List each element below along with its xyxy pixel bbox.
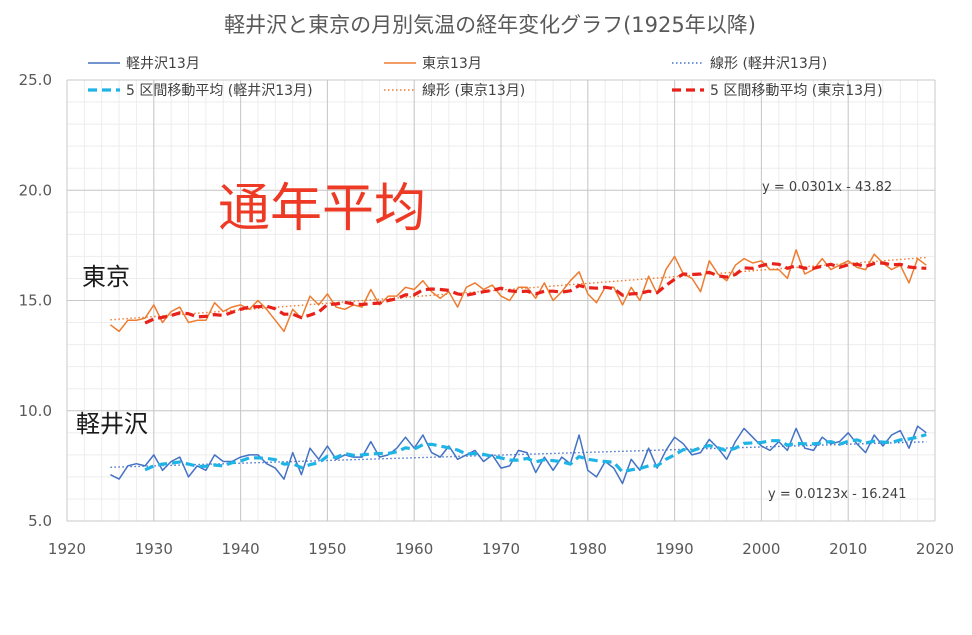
x-tick-label: 1970 (482, 540, 520, 558)
x-tick-label: 1990 (656, 540, 694, 558)
tokyo-trend-equation: y = 0.0301x - 43.82 (762, 180, 892, 195)
y-tick-label: 20.0 (19, 181, 52, 199)
legend-label-tokyo_ma: 5 区間移動平均 (東京13月) (710, 83, 883, 99)
karuizawa_ma-series-line (144, 433, 927, 474)
chart-title: 軽井沢と東京の月別気温の経年変化グラフ(1925年以降) (224, 13, 756, 37)
x-tick-label: 1920 (48, 540, 86, 558)
karuizawa-trend-equation: y = 0.0123x - 16.241 (768, 487, 906, 502)
x-tick-label: 1940 (222, 540, 260, 558)
x-tick-label: 1950 (308, 540, 346, 558)
tokyo_ma-series-line (144, 261, 927, 325)
x-tick-label: 2020 (916, 540, 954, 558)
overlay-annual-average-text: 通年平均 (218, 179, 426, 239)
tokyo-station-label: 東京 (82, 263, 130, 291)
legend: 軽井沢13月 東京13月 線形 (軽井沢13月) 5 区間移動平均 (軽井沢13月) 線… (88, 56, 883, 99)
legend-label-tokyo_trend: 線形 (東京13月) (422, 83, 525, 99)
legend-label-karuizawa_ma: 5 区間移動平均 (軽井沢13月) (126, 83, 313, 99)
legend-label-tokyo: 東京13月 (422, 56, 482, 72)
x-tick-label: 1960 (395, 540, 433, 558)
x-tick-label: 1930 (135, 540, 173, 558)
x-tick-label: 1980 (569, 540, 607, 558)
y-tick-labels: 5.0 10.0 15.0 20.0 25.0 (19, 71, 52, 530)
x-tick-label: 2010 (829, 540, 867, 558)
y-tick-label: 5.0 (28, 512, 52, 530)
karuizawa-station-label: 軽井沢 (76, 410, 148, 438)
plot-area (109, 249, 927, 485)
y-tick-label: 25.0 (19, 71, 52, 89)
legend-label-karuizawa_trend: 線形 (軽井沢13月) (710, 56, 827, 72)
x-tick-labels: 1920 1930 1940 1950 1960 1970 1980 1990 2000 2010… (48, 540, 954, 558)
y-tick-label: 10.0 (19, 402, 52, 420)
y-tick-label: 15.0 (19, 292, 52, 310)
legend-label-karuizawa: 軽井沢13月 (126, 56, 200, 72)
major-gridlines (66, 79, 936, 522)
x-tick-label: 2000 (742, 540, 780, 558)
